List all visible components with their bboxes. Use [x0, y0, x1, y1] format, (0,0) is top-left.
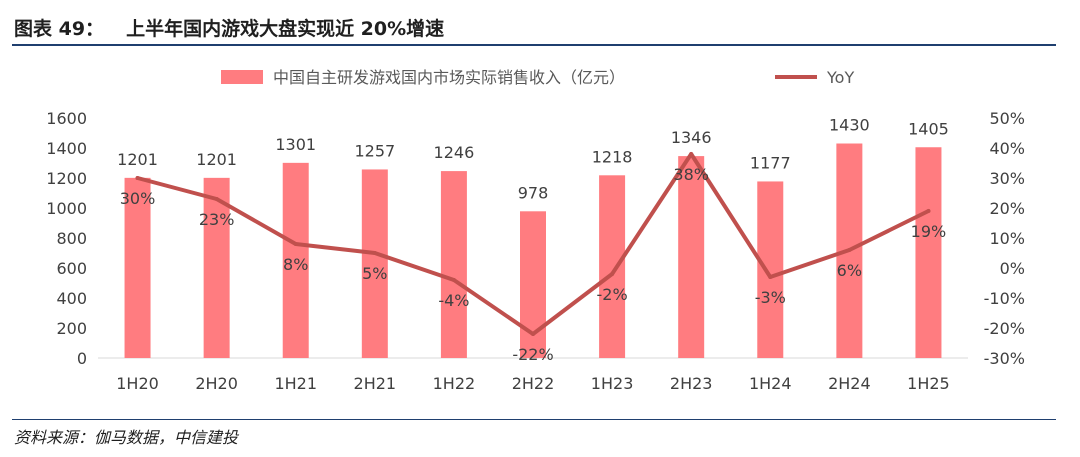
bar [915, 147, 942, 358]
yoy-point [926, 209, 931, 213]
x-tick-label: 2H20 [195, 374, 238, 393]
legend-line-label: YoY [826, 68, 854, 87]
yoy-value-label: 23% [199, 210, 235, 229]
y-left-tick-label: 1000 [46, 199, 87, 218]
figure-title: 图表 49： 上半年国内游戏大盘实现近 20%增速 [14, 14, 444, 41]
x-tick-label: 1H25 [907, 374, 950, 393]
y-left-tick-label: 1600 [46, 109, 87, 128]
y-left-axis: 0 200 400 600 800 1000 1200 1400 1600 [46, 109, 87, 368]
bar [203, 177, 230, 358]
x-axis: 1H20 2H20 1H21 2H21 1H22 2H22 1H23 2H23 1H24 2H24… [116, 374, 949, 393]
bar-value-label: 1346 [671, 128, 712, 147]
y-right-tick-label: 0% [1000, 259, 1025, 278]
y-right-tick-label: -30% [984, 349, 1025, 368]
x-tick-label: 1H22 [433, 374, 476, 393]
y-left-tick-label: 800 [56, 229, 87, 248]
y-left-tick-label: 200 [56, 319, 87, 338]
x-tick-label: 2H22 [512, 374, 555, 393]
bar-value-label: 1218 [592, 147, 633, 166]
bar-value-label: 1405 [908, 119, 949, 138]
yoy-point [372, 251, 377, 255]
yoy-value-label: 30% [120, 189, 156, 208]
yoy-value-label: 6% [837, 261, 862, 280]
yoy-value-label: -22% [512, 345, 553, 364]
yoy-point [293, 242, 298, 246]
bar-value-label: 1257 [354, 141, 395, 160]
yoy-point [768, 275, 773, 279]
bar [361, 169, 388, 358]
x-tick-label: 1H24 [749, 374, 792, 393]
figure-label: 图表 49： [14, 18, 105, 40]
yoy-point [214, 197, 219, 201]
y-right-tick-label: 50% [989, 109, 1025, 128]
y-left-tick-label: 1200 [46, 169, 87, 188]
yoy-point [847, 248, 852, 252]
y-right-tick-label: 10% [989, 229, 1025, 248]
yoy-value-label: 38% [673, 165, 709, 184]
yoy-point [451, 278, 456, 282]
y-right-tick-label: -10% [984, 289, 1025, 308]
bar [282, 162, 309, 358]
bar [124, 177, 151, 358]
title-rule [12, 44, 1056, 46]
bar-value-label: 1177 [750, 153, 791, 172]
bar [440, 171, 467, 358]
bar-value-labels: 1201 1201 1301 1257 1246 978 1218 1346 1177 1430 1… [117, 116, 949, 203]
yoy-point [610, 272, 615, 276]
yoy-point [689, 152, 694, 156]
bar [599, 175, 626, 358]
bar-series [124, 143, 942, 358]
yoy-point [135, 176, 140, 180]
y-left-tick-label: 400 [56, 289, 87, 308]
bar-value-label: 1430 [829, 116, 870, 135]
x-tick-label: 1H20 [116, 374, 159, 393]
x-tick-label: 1H21 [274, 374, 317, 393]
legend: 中国自主研发游戏国内市场实际销售收入（亿元） YoY [221, 68, 854, 87]
yoy-value-labels: 30% 23% 8% 5% -4% -22% -2% 38% -3% 6% 19% [120, 165, 946, 364]
bar [757, 181, 784, 358]
yoy-value-label: 19% [911, 222, 947, 241]
yoy-series [135, 152, 931, 336]
chart: 中国自主研发游戏国内市场实际销售收入（亿元） YoY 0 200 400 600 800… [46, 68, 1025, 393]
bar [678, 156, 705, 358]
yoy-value-label: 5% [362, 264, 387, 283]
yoy-value-label: -3% [755, 288, 786, 307]
y-left-tick-label: 0 [77, 349, 87, 368]
yoy-value-label: -4% [438, 291, 469, 310]
x-tick-label: 2H21 [354, 374, 397, 393]
y-right-axis: -30% -20% -10% 0% 10% 20% 30% 40% 50% [984, 109, 1025, 368]
footer-rule [12, 419, 1056, 420]
x-tick-label: 2H23 [670, 374, 713, 393]
yoy-point [531, 332, 535, 336]
y-left-tick-label: 1400 [46, 139, 87, 158]
source-note: 资料来源：伽马数据，中信建投 [14, 428, 239, 447]
legend-bar-swatch [221, 70, 263, 84]
yoy-value-label: 8% [283, 255, 308, 274]
x-tick-label: 1H23 [591, 374, 634, 393]
bar-value-label: 978 [518, 183, 549, 202]
y-right-tick-label: 20% [989, 199, 1025, 218]
y-left-tick-label: 600 [56, 259, 87, 278]
y-right-tick-label: 30% [989, 169, 1025, 188]
bar-value-label: 1246 [434, 143, 475, 162]
figure-title-text: 上半年国内游戏大盘实现近 20%增速 [126, 18, 445, 40]
bar-value-label: 1201 [196, 150, 237, 169]
bar-value-label: 1201 [117, 150, 158, 169]
bar-value-label: 1301 [275, 135, 316, 154]
y-right-tick-label: 40% [989, 139, 1025, 158]
y-right-tick-label: -20% [984, 319, 1025, 338]
x-tick-label: 2H24 [828, 374, 871, 393]
yoy-value-label: -2% [597, 285, 628, 304]
legend-bar-label: 中国自主研发游戏国内市场实际销售收入（亿元） [273, 68, 625, 87]
